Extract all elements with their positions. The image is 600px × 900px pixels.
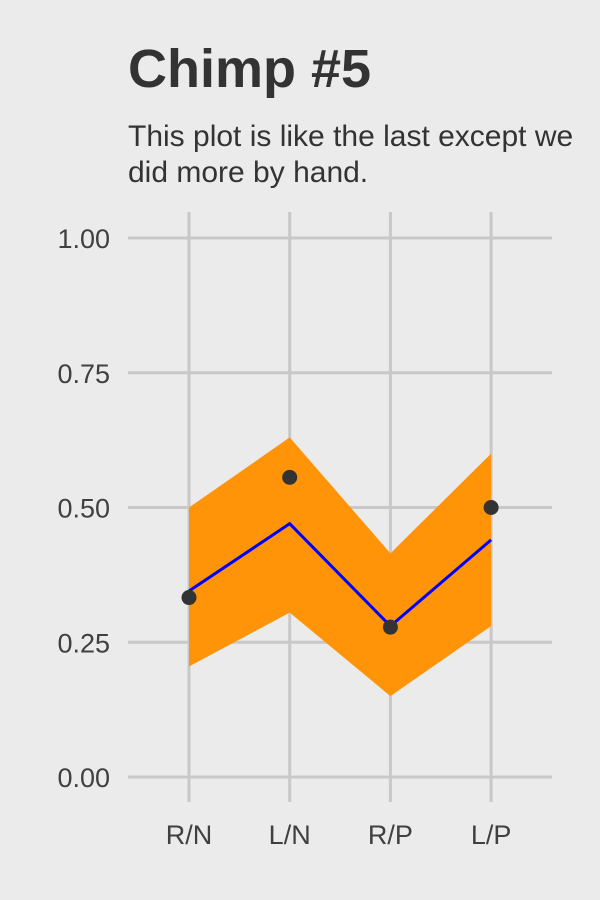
fit-line-layer [188,521,493,629]
confidence-ribbon [189,437,492,697]
data-point-l-p [483,500,499,515]
fit-line [188,521,493,629]
y-tick-label-0.50: 0.50 [57,494,110,524]
x-tick-labels: R/N L/N R/P L/P [166,820,512,850]
x-tick-label-r-p: R/P [368,820,413,850]
y-tick-label-1.00: 1.00 [57,224,110,254]
x-tick-label-l-n: L/N [269,820,311,850]
data-point-r-n [181,590,197,606]
chart-subtitle: This plot is like the last except we did… [128,120,574,189]
y-tick-labels: 0.00 0.25 0.50 0.75 1.00 [57,224,110,793]
x-tick-label-r-n: R/N [166,820,213,850]
y-tick-label-0.00: 0.00 [57,763,110,793]
data-point-r-p [382,619,398,635]
confidence-ribbon-layer [189,437,492,697]
chart-title: Chimp #5 [128,39,372,99]
y-tick-label-0.75: 0.75 [57,359,110,389]
data-points-layer [181,469,499,635]
x-tick-label-l-p: L/P [471,820,512,850]
data-point-l-n [282,469,298,485]
y-tick-label-0.25: 0.25 [57,628,110,658]
